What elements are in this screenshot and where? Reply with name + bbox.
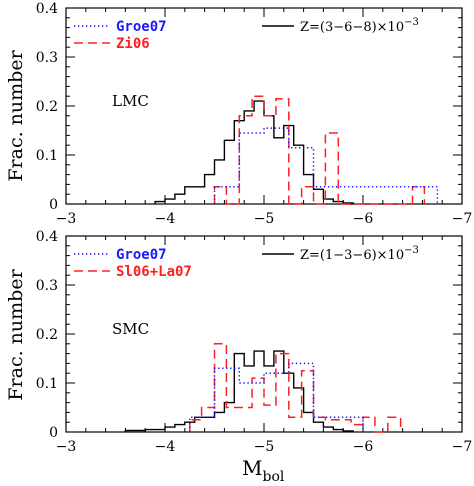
x-axis-label-sub: bol [262,469,284,485]
panel-lmc-series-dotted [213,127,439,204]
y-axis-label-top: Frac. number [5,49,27,181]
panel-smc-legend-label: Groe07 [116,247,167,263]
panel-smc-y-tick-label: 0.4 [36,229,58,245]
panel-smc-y-tick-label: 0.2 [36,327,58,343]
panel-smc-x-tick-label: −5 [254,439,275,455]
panel-lmc-x-tick-label: −4 [155,211,176,227]
panel-smc-y-tick-label: 0.3 [36,278,58,294]
panel-lmc-y-tick-label: 0.2 [36,99,58,115]
panel-lmc-x-tick-label: −5 [254,211,275,227]
panel-lmc-legend-label: Zi06 [116,36,150,52]
panel-smc-series-solid [124,350,354,432]
panel-smc-x-tick-label: −7 [452,439,473,455]
panel-smc-y-tick-label: 0.1 [36,376,58,392]
panel-lmc-annotation: LMC [112,92,149,110]
y-axis-label-bottom: Frac. number [5,268,27,400]
panel-smc-annotation: SMC [112,320,149,338]
x-axis-label-main: M [242,456,262,480]
panel-smc-x-tick-label: −3 [56,439,77,455]
panel-lmc-legend-label: Groe07 [116,19,167,35]
panel-lmc-series-solid [154,100,354,204]
x-axis-label: Mbol [242,456,285,485]
panel-lmc-series-dashed [213,95,426,205]
panel-lmc-x-tick-label: −7 [452,211,473,227]
panel-lmc-x-tick-label: −6 [353,211,374,227]
panel-lmc-y-tick-label: 0 [49,197,58,213]
panel-smc-y-tick-label: 0 [49,425,58,441]
panel-lmc-model-legend-label: Z=(3−6−8)×10−3 [300,17,419,35]
panel-smc-x-tick-label: −4 [155,439,176,455]
panel-smc-series-dotted [189,362,364,432]
panel-lmc-y-tick-label: 0.1 [36,148,58,164]
panel-lmc-y-tick-label: 0.3 [36,50,58,66]
panel-lmc-x-tick-label: −3 [56,211,77,227]
panel-smc-series-dashed [189,343,402,433]
panel-lmc-y-tick-label: 0.4 [36,1,58,17]
panel-smc-model-legend-label: Z=(1−3−6)×10−3 [300,245,419,263]
panel-smc-legend-label: Sl06+La07 [116,264,192,280]
panel-smc-x-tick-label: −6 [353,439,374,455]
